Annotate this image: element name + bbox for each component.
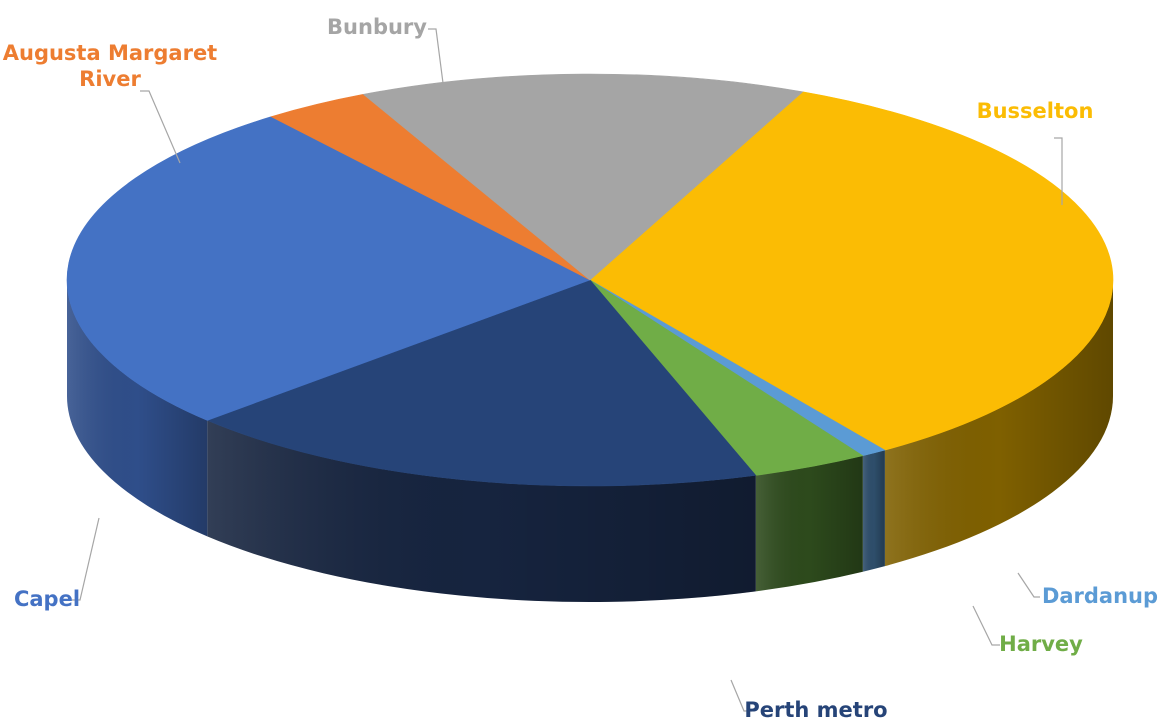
leader-harvey (972, 605, 1000, 646)
leader-dardanup (1017, 572, 1040, 598)
leader-capel (72, 517, 100, 601)
pie-slice-perth-metro (206, 279, 757, 487)
label-busselton: Busselton (977, 99, 1094, 123)
label-bunbury: Bunbury (327, 15, 427, 39)
pie-side-layer (67, 280, 1113, 603)
pie-slice-capel (66, 116, 591, 421)
pie-slice-bunbury (362, 73, 804, 281)
leader-bunbury (428, 28, 444, 84)
label-dardanup: Dardanup (1042, 584, 1158, 608)
leader-augusta-margaret-river (140, 90, 181, 164)
leader-busselton (1054, 137, 1063, 205)
leader-perth-metro (730, 679, 752, 712)
pie-side-shade-dardanup (862, 450, 885, 572)
label-augusta-margaret-river: Augusta Margaret River (3, 41, 217, 91)
label-leader-lines (72, 28, 1063, 712)
slice-labels: Busselton Dardanup Harvey Perth metro Capel A… (3, 15, 1158, 722)
pie-side-shade-harvey (755, 455, 863, 592)
pie-side-shade-perth-metro (207, 420, 756, 603)
pie-top-layer (66, 73, 1114, 487)
label-capel: Capel (14, 587, 80, 611)
pie-side-shade-capel (67, 280, 208, 537)
pie-side-shade-busselton (884, 280, 1113, 567)
label-harvey: Harvey (999, 632, 1083, 656)
label-perth-metro: Perth metro (744, 698, 887, 722)
pie-slice-busselton (589, 91, 1114, 451)
